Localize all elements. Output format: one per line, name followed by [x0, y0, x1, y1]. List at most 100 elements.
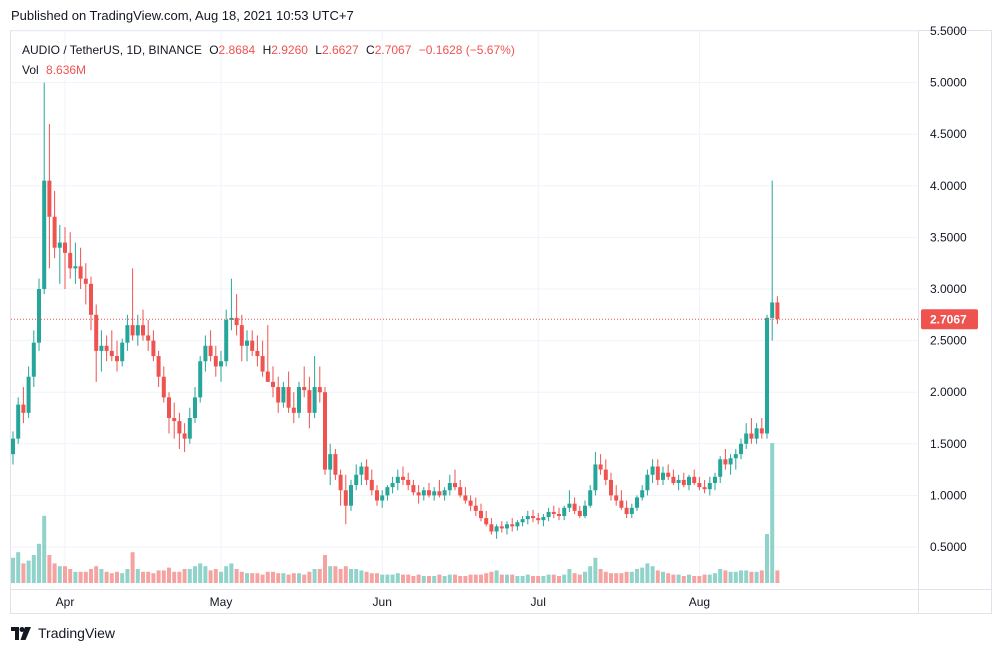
candle-body	[676, 479, 681, 484]
volume-bar	[671, 574, 676, 583]
volume-bar	[655, 570, 660, 583]
candle-body	[598, 464, 603, 470]
legend-low-label: L	[315, 43, 322, 57]
candle-body	[572, 503, 577, 511]
candle-body	[99, 345, 104, 351]
candle-body	[21, 404, 26, 413]
volume-bar	[42, 515, 47, 583]
candle-body	[161, 376, 166, 398]
candle-body	[16, 404, 21, 439]
volume-bar	[239, 571, 244, 583]
volume-bar	[68, 569, 73, 583]
volume-bar	[437, 574, 442, 583]
last-price-label: 2.7067	[930, 312, 967, 326]
candle-body	[692, 476, 697, 484]
candle-body	[640, 490, 645, 498]
candle-body	[317, 387, 322, 393]
volume-bar	[635, 569, 639, 583]
volume-bar	[182, 569, 187, 583]
volume-bar	[312, 569, 317, 583]
volume-bar	[229, 563, 234, 583]
volume-bar	[354, 569, 359, 583]
volume-bar	[380, 574, 385, 583]
candle-body	[401, 476, 405, 480]
volume-bar	[702, 574, 707, 583]
candle-body	[494, 526, 499, 532]
candle-body	[567, 503, 572, 508]
volume-bar	[302, 574, 307, 583]
volume-bar	[505, 574, 509, 583]
candle-body	[245, 340, 249, 346]
volume-bar	[713, 573, 717, 583]
y-tick-label: 0.5000	[930, 540, 967, 554]
last-price-badge	[921, 309, 978, 330]
volume-bar	[588, 566, 593, 583]
y-tick-label: 2.0000	[930, 385, 967, 399]
volume-bar	[395, 573, 400, 583]
legend-high-label: H	[262, 43, 272, 57]
volume-bar	[104, 571, 109, 583]
volume-bar	[255, 573, 260, 583]
volume-bar	[146, 571, 151, 583]
volume-bar	[645, 563, 650, 583]
y-tick-label: 3.5000	[930, 230, 967, 244]
candle-body	[130, 325, 135, 336]
candle-body	[31, 342, 36, 377]
candle-body	[234, 317, 239, 326]
volume-bar	[697, 576, 702, 583]
candle-body	[447, 483, 452, 491]
volume-bar	[593, 557, 598, 583]
volume-bar	[297, 573, 301, 583]
volume-bar	[78, 571, 83, 583]
volume-bar	[317, 569, 322, 583]
legend-close-label: C	[366, 43, 375, 57]
candle-body	[276, 387, 281, 403]
candle-body	[219, 361, 223, 367]
legend-high-value: 2.9260	[271, 43, 308, 57]
candle-body	[525, 516, 530, 520]
volume-bar	[473, 574, 478, 583]
candle-body	[593, 464, 598, 491]
candle-body	[94, 314, 99, 351]
candle-body	[614, 495, 619, 501]
candle-body	[557, 513, 561, 517]
candle-body	[125, 325, 130, 343]
candle-body	[271, 381, 275, 388]
volume-bar	[572, 573, 577, 583]
candle-body	[499, 526, 504, 529]
candle-body	[765, 317, 769, 434]
tradingview-brand: TradingView	[38, 625, 116, 641]
legend-close-value: 2.7067	[374, 43, 412, 57]
volume-bar	[73, 571, 78, 583]
candle-body	[671, 476, 676, 484]
volume-bar	[37, 543, 41, 583]
volume-bar	[172, 571, 177, 583]
candle-body	[57, 242, 62, 248]
candle-body	[458, 487, 463, 496]
volume-bar	[11, 557, 15, 583]
volume-bar	[525, 574, 530, 583]
volume-bar	[245, 573, 249, 583]
volume-bar	[775, 570, 780, 583]
legend-change: −0.1628 (−5.67%)	[418, 43, 515, 57]
candle-body	[421, 490, 426, 496]
volume-bar	[260, 574, 265, 583]
candle-body	[390, 483, 395, 488]
candle-body	[687, 476, 691, 486]
candle-body	[68, 252, 73, 269]
candle-body	[775, 302, 780, 319]
legend-open-value: 2.8684	[218, 43, 256, 57]
candle-body	[104, 345, 109, 351]
candle-body	[588, 490, 593, 506]
candle-body	[515, 522, 520, 527]
volume-bar	[16, 552, 21, 583]
candle-body	[510, 524, 515, 527]
candle-body	[546, 511, 551, 518]
tradingview-logo[interactable]: TradingView	[11, 625, 115, 641]
volume-bar	[442, 576, 447, 583]
volume-bar	[167, 567, 171, 583]
legend-vol-value: 8.636M	[46, 63, 87, 77]
volume-bar	[369, 573, 374, 583]
volume-bar	[598, 569, 603, 583]
